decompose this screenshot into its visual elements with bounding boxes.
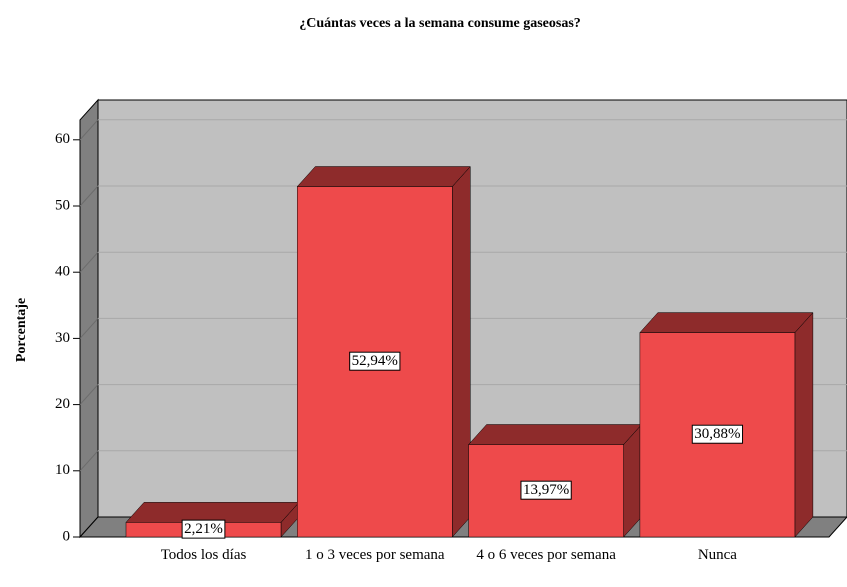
y-tick-label: 0	[63, 528, 71, 544]
value-label: 52,94%	[352, 353, 398, 369]
grid-line	[79, 450, 99, 472]
y-axis-label: Porcentaje	[14, 298, 29, 362]
grid-line	[79, 318, 99, 339]
x-tick-label: 1 o 3 veces por semana	[305, 547, 445, 563]
y-tick-label: 10	[55, 462, 70, 478]
bar-side	[452, 165, 471, 538]
bar-top	[468, 424, 643, 445]
value-label: 2,21%	[184, 521, 223, 537]
y-tick-label: 60	[55, 131, 70, 147]
grid-line	[79, 185, 99, 207]
x-tick-label: 4 o 6 veces por semana	[476, 547, 616, 563]
bar-side	[794, 311, 814, 538]
y-tick-label: 50	[55, 197, 70, 213]
bar-top	[125, 502, 300, 523]
y-tick-label: 20	[55, 396, 70, 412]
chart-title: ¿Cuántas veces a la semana consume gaseo…	[299, 16, 581, 31]
grid-line	[79, 119, 99, 141]
x-tick-label: Nunca	[697, 547, 737, 563]
value-label: 13,97%	[523, 482, 569, 498]
value-label: 30,88%	[694, 426, 740, 442]
y-tick-label: 40	[55, 264, 70, 280]
y-tick-label: 30	[55, 330, 70, 346]
grid-line	[79, 384, 99, 405]
value-label-box	[181, 519, 226, 539]
left-wall	[79, 98, 99, 539]
bar-top	[639, 312, 814, 333]
grid-line	[79, 251, 99, 273]
value-label-box	[520, 480, 572, 500]
x-tick-label: Todos los días	[160, 547, 247, 563]
bar-top	[296, 166, 471, 187]
value-label-box	[691, 424, 744, 444]
value-label-box	[349, 351, 401, 371]
